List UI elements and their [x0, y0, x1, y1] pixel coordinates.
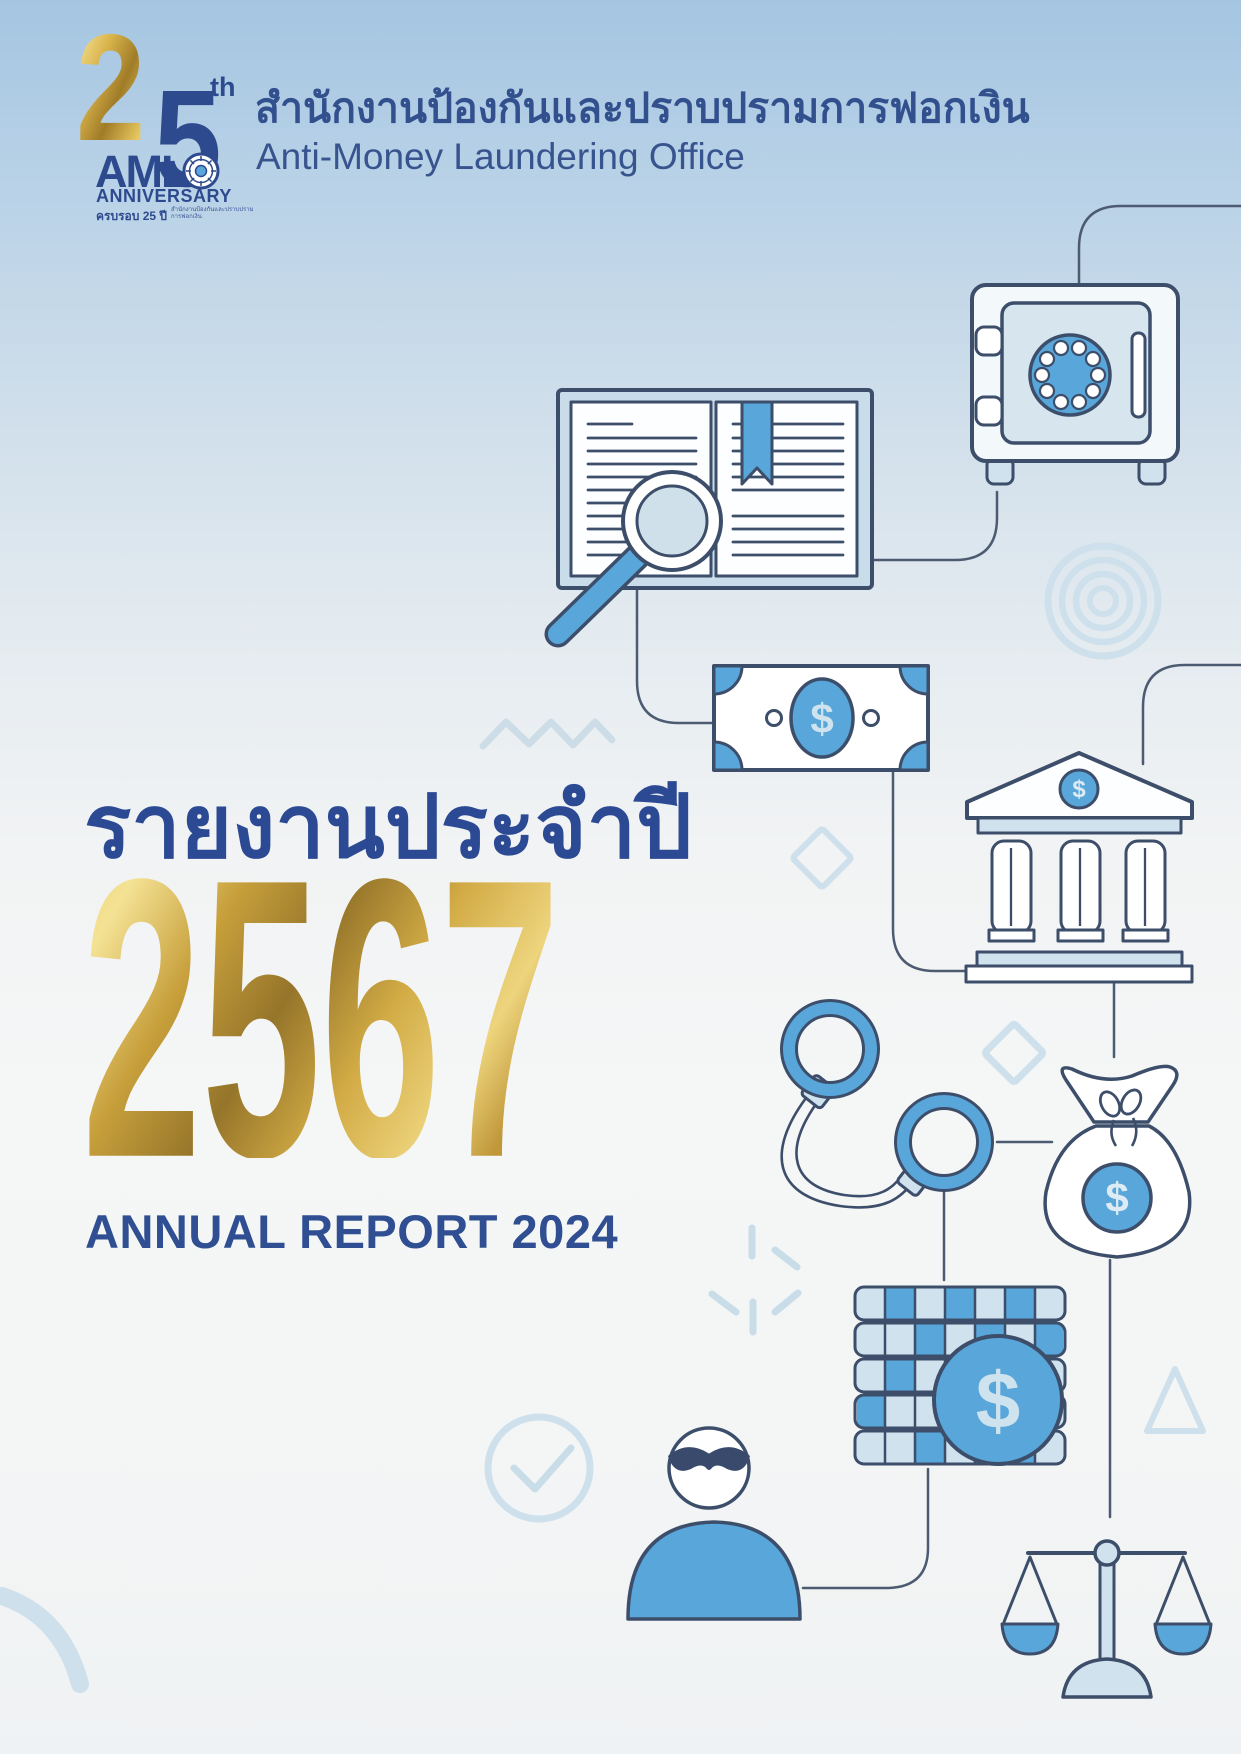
coin-stack-icon: $ — [853, 1285, 1067, 1466]
dollar-sign: $ — [810, 695, 833, 742]
corner-arc-decoration — [0, 1587, 89, 1693]
bank-icon: $ — [964, 751, 1194, 984]
banknote-icon: $ — [712, 664, 930, 772]
thief-mask — [668, 1447, 750, 1471]
zigzag-decoration — [479, 718, 616, 750]
logo-caption-main: ครบรอบ 25 ปี — [96, 209, 167, 223]
thief-body — [626, 1520, 802, 1621]
money-bag-icon: $ — [1043, 1064, 1192, 1259]
bookmark-ribbon — [740, 400, 774, 486]
org-name-english: Anti-Money Laundering Office — [256, 136, 745, 177]
book-magnifier-icon — [544, 388, 874, 648]
safe-icon — [970, 283, 1180, 486]
magnifier-lens — [635, 484, 709, 558]
logo-caption-sub: สำนักงานป้องกันและปราบปรามการฟอกเงิน — [171, 207, 254, 220]
dollar-coin — [932, 1334, 1064, 1466]
target-circles-decoration — [1044, 542, 1162, 660]
logo-ordinal-suffix: th — [210, 72, 236, 102]
diamond-decoration — [790, 826, 854, 890]
thief-icon — [626, 1426, 802, 1621]
scales-icon — [1000, 1539, 1213, 1699]
org-name-thai: สำนักงานป้องกันและปราบปรามการฟอกเงิน — [255, 85, 1030, 131]
logo-caption: ครบรอบ 25 ปี สำนักงานป้องกันและปราบปรามก… — [96, 207, 263, 226]
logo-anniversary-label: ANNIVERSARY — [96, 186, 232, 206]
dollar-sign: $ — [976, 1356, 1021, 1445]
check-circle-decoration — [484, 1413, 594, 1523]
dollar-sign: $ — [1105, 1174, 1128, 1221]
amlo-emblem-icon — [182, 152, 220, 190]
report-year-gold: 2567 — [82, 866, 560, 1158]
dollar-sign: $ — [1072, 776, 1086, 803]
report-title-thai: รายงานประจำปี — [84, 777, 693, 876]
anniversary-logo: 2 5 th AML ANNIVERSARY ครบรอบ 25 ปี สำนั… — [76, 12, 263, 226]
report-title-english: ANNUAL REPORT 2024 — [85, 1205, 619, 1258]
diamond-decoration — [982, 1021, 1046, 1085]
handcuffs-icon — [780, 999, 994, 1209]
triangle-decoration — [1144, 1366, 1206, 1434]
logo-digit-2: 2 — [76, 3, 146, 173]
sparkle-decoration — [708, 1224, 802, 1336]
report-year-text: 2567 — [82, 866, 560, 1158]
decorations — [0, 542, 1206, 1693]
connector-lines — [635, 204, 1241, 1590]
logo-acronym: AML — [95, 146, 188, 197]
